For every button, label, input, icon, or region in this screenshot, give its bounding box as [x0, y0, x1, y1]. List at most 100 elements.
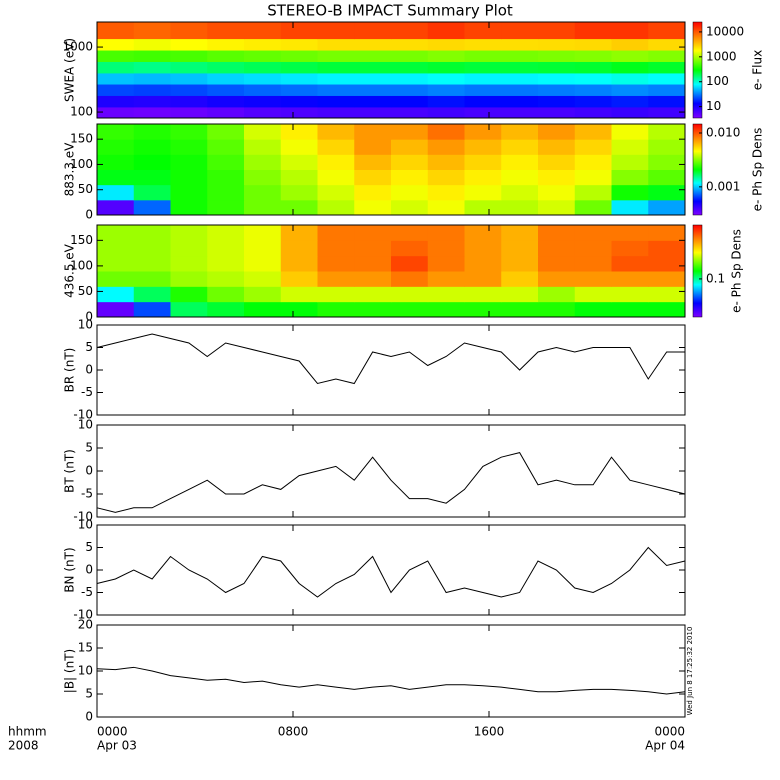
heatmap-cell — [97, 72, 135, 85]
heatmap-cell — [538, 61, 576, 74]
y-tick-label: 0 — [85, 310, 93, 324]
heatmap-cell — [244, 84, 282, 96]
y-tick-label: 5 — [85, 340, 93, 354]
heatmap-cell — [317, 184, 355, 201]
y-tick-label: 0 — [85, 710, 93, 724]
heatmap-cell — [244, 22, 282, 40]
heatmap-cell — [207, 72, 245, 85]
heatmap-cell — [354, 255, 392, 272]
x-date-label: Apr 03 — [97, 739, 137, 753]
heatmap-cell — [97, 50, 135, 62]
heatmap-cell — [391, 154, 429, 170]
heatmap-cell — [538, 154, 576, 170]
heatmap-cell — [611, 199, 649, 216]
heatmap-cell — [280, 184, 318, 201]
heatmap-cell — [464, 184, 502, 201]
heatmap-cell — [427, 184, 465, 201]
y-tick-label: 0 — [85, 563, 93, 577]
heatmap-cell — [538, 255, 576, 272]
heatmap-cell — [538, 225, 576, 241]
heatmap-cell — [648, 255, 686, 272]
heatmap-cell — [280, 38, 318, 51]
heatmap-cell — [133, 225, 171, 241]
heatmap-cell — [648, 84, 686, 96]
heatmap-cell — [97, 95, 135, 108]
heatmap-cell — [280, 255, 318, 272]
heatmap-cell — [133, 95, 171, 108]
heatmap-cell — [391, 72, 429, 85]
heatmap-cell — [427, 154, 465, 170]
heatmap-cell — [391, 255, 429, 272]
y-axis-label: BR (nT) — [63, 348, 77, 393]
heatmap-cell — [538, 199, 576, 216]
heatmap-cell — [170, 286, 208, 303]
heatmap-cell — [97, 169, 135, 186]
heatmap-cell — [574, 154, 612, 170]
timestamp: Wed Jun 8 17:25:32 2010 — [686, 627, 694, 716]
heatmap-cell — [244, 38, 282, 51]
heatmap-cell — [354, 61, 392, 74]
heatmap-cell — [97, 184, 135, 201]
colorbar — [692, 123, 703, 216]
y-axis-label: BN (nT) — [63, 547, 77, 592]
heatmap-cell — [280, 286, 318, 303]
heatmap-cell — [501, 169, 539, 186]
y-tick-label: 5 — [85, 687, 93, 701]
heatmap-cell — [648, 106, 686, 119]
heatmap-cell — [611, 225, 649, 241]
heatmap-cell — [97, 139, 135, 155]
heatmap-cell — [574, 38, 612, 51]
heatmap-cell — [97, 271, 135, 287]
heatmap-cell — [427, 95, 465, 108]
heatmap-cell — [574, 271, 612, 287]
heatmap-cell — [170, 22, 208, 40]
heatmap-cell — [317, 255, 355, 272]
heatmap-cell — [574, 184, 612, 201]
heatmap-cell — [97, 199, 135, 216]
heatmap-cell — [317, 301, 355, 318]
heatmap-cell — [97, 240, 135, 257]
heatmap-cell — [538, 301, 576, 318]
heatmap-cell — [244, 199, 282, 216]
heatmap-cell — [574, 84, 612, 96]
heatmap-cell — [207, 199, 245, 216]
heatmap-cell — [244, 106, 282, 119]
heatmap-cell — [317, 72, 355, 85]
heatmap-cell — [501, 286, 539, 303]
heatmap-cell — [501, 154, 539, 170]
panel-frame — [96, 21, 686, 119]
heatmap-cell — [501, 124, 539, 140]
heatmap-cell — [391, 38, 429, 51]
heatmap-cell — [574, 286, 612, 303]
y-tick-label: -10 — [73, 608, 93, 622]
y-axis-label: |B| (nT) — [63, 649, 77, 693]
heatmap-cell — [170, 184, 208, 201]
heatmap-cell — [280, 139, 318, 155]
heatmap-cell — [207, 184, 245, 201]
heatmap-cell — [244, 255, 282, 272]
heatmap-cell — [391, 139, 429, 155]
heatmap-cell — [170, 106, 208, 119]
heatmap-cell — [244, 61, 282, 74]
heatmap-cell — [501, 139, 539, 155]
heatmap-cell — [611, 84, 649, 96]
heatmap-cell — [207, 240, 245, 257]
heatmap-cell — [133, 84, 171, 96]
heatmap-cell — [170, 255, 208, 272]
heatmap-cell — [354, 225, 392, 241]
heatmap-cell — [97, 22, 135, 40]
heatmap-cell — [648, 301, 686, 318]
heatmap-cell — [170, 139, 208, 155]
heatmap-cell — [538, 72, 576, 85]
heatmap-cell — [97, 255, 135, 272]
heatmap-cell — [648, 184, 686, 201]
heatmap-cell — [611, 271, 649, 287]
heatmap-cell — [574, 50, 612, 62]
heatmap-cell — [391, 199, 429, 216]
heatmap-cell — [464, 61, 502, 74]
heatmap-cell — [354, 106, 392, 119]
heatmap-cell — [611, 72, 649, 85]
x-tick-label: 0000 — [97, 725, 128, 739]
heatmap-cell — [133, 38, 171, 51]
heatmap-cell — [354, 240, 392, 257]
